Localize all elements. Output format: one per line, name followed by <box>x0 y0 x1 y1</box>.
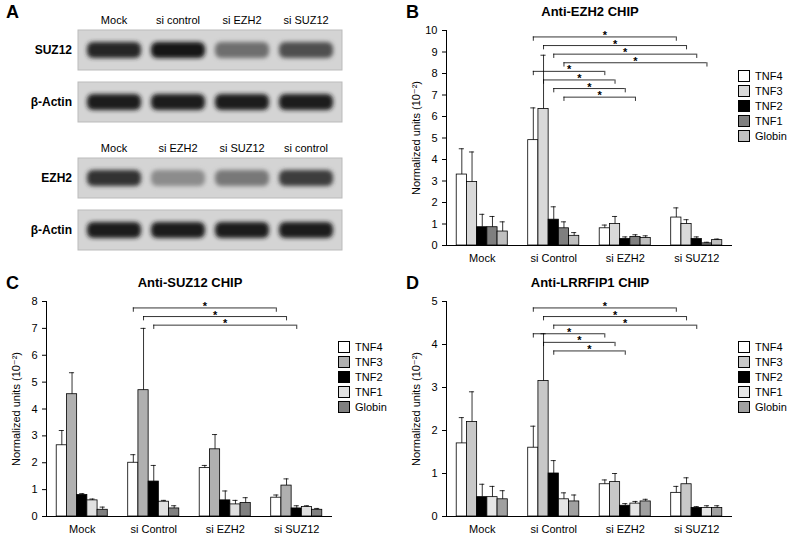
svg-text:7: 7 <box>31 322 37 334</box>
html-text:Anti-EZH2 CHIP: Anti-EZH2 CHIP <box>541 4 639 19</box>
svg-text:10: 10 <box>425 24 437 36</box>
svg-text:si control: si control <box>284 142 328 154</box>
svg-text:5: 5 <box>31 376 37 388</box>
svg-text:2: 2 <box>31 456 37 468</box>
svg-text:*: * <box>567 63 572 75</box>
svg-text:*: * <box>633 55 638 67</box>
svg-text:SUZ12: SUZ12 <box>35 43 73 57</box>
html-text:B: B <box>406 2 419 22</box>
svg-text:*: * <box>623 317 628 329</box>
svg-text:8: 8 <box>431 67 437 79</box>
svg-text:*: * <box>613 309 618 321</box>
svg-text:Normalized units (10⁻²): Normalized units (10⁻²) <box>10 352 22 466</box>
svg-text:*: * <box>613 38 618 50</box>
svg-text:6: 6 <box>31 349 37 361</box>
svg-text:Mock: Mock <box>101 142 128 154</box>
html-text:TNF4: TNF4 <box>355 341 383 353</box>
svg-text:si Control: si Control <box>531 252 577 264</box>
svg-text:*: * <box>623 46 628 58</box>
svg-text:0: 0 <box>431 510 437 522</box>
svg-text:EZH2: EZH2 <box>41 171 72 185</box>
html-text:TNF1: TNF1 <box>355 386 383 398</box>
svg-text:0: 0 <box>431 239 437 251</box>
svg-text:*: * <box>577 334 582 346</box>
svg-text:*: * <box>567 326 572 338</box>
svg-text:β-Actin: β-Actin <box>31 223 72 237</box>
html-text:Anti-SUZ12 CHIP: Anti-SUZ12 CHIP <box>137 275 243 290</box>
svg-text:si SUZ12: si SUZ12 <box>283 14 328 26</box>
svg-text:3: 3 <box>431 381 437 393</box>
svg-text:4: 4 <box>31 403 37 415</box>
svg-text:si Control: si Control <box>131 523 177 535</box>
svg-text:Normalized units (10⁻²): Normalized units (10⁻²) <box>410 352 422 466</box>
svg-text:si EZH2: si EZH2 <box>606 523 645 535</box>
svg-text:*: * <box>213 309 218 321</box>
svg-text:si EZH2: si EZH2 <box>606 252 645 264</box>
svg-text:*: * <box>587 81 592 93</box>
svg-text:6: 6 <box>431 110 437 122</box>
html-text:TNF2: TNF2 <box>355 371 383 383</box>
svg-text:si control: si control <box>156 14 200 26</box>
svg-text:si SUZ12: si SUZ12 <box>274 523 319 535</box>
svg-text:*: * <box>223 317 228 329</box>
svg-text:*: * <box>603 29 608 41</box>
svg-text:7: 7 <box>431 89 437 101</box>
html-text:TNF3: TNF3 <box>755 85 783 97</box>
svg-text:3: 3 <box>431 175 437 187</box>
svg-text:4: 4 <box>431 338 437 350</box>
svg-text:Mock: Mock <box>469 523 496 535</box>
html-text:D: D <box>406 273 419 293</box>
html-text:Globin: Globin <box>355 401 387 413</box>
svg-text:4: 4 <box>431 153 437 165</box>
svg-text:si EZH2: si EZH2 <box>158 142 197 154</box>
svg-text:si SUZ12: si SUZ12 <box>219 142 264 154</box>
html-text:TNF1: TNF1 <box>755 115 783 127</box>
svg-text:si SUZ12: si SUZ12 <box>674 252 719 264</box>
svg-text:1: 1 <box>431 218 437 230</box>
html-text:TNF3: TNF3 <box>355 356 383 368</box>
html-text:TNF4: TNF4 <box>755 70 783 82</box>
svg-text:1: 1 <box>31 483 37 495</box>
svg-text:3: 3 <box>31 429 37 441</box>
svg-text:Mock: Mock <box>101 14 128 26</box>
svg-text:5: 5 <box>431 132 437 144</box>
svg-text:1: 1 <box>431 467 437 479</box>
html-text:TNF4: TNF4 <box>755 341 783 353</box>
html-text:TNF3: TNF3 <box>755 356 783 368</box>
svg-text:Normalized units (10⁻²): Normalized units (10⁻²) <box>410 81 422 195</box>
svg-text:*: * <box>577 72 582 84</box>
svg-text:si EZH2: si EZH2 <box>222 14 261 26</box>
html-text:C: C <box>6 273 19 293</box>
svg-text:Mock: Mock <box>69 523 96 535</box>
svg-text:2: 2 <box>431 196 437 208</box>
svg-text:5: 5 <box>431 295 437 307</box>
html-text:A: A <box>6 2 19 22</box>
svg-text:si SUZ12: si SUZ12 <box>674 523 719 535</box>
svg-text:0: 0 <box>31 510 37 522</box>
html-text:Globin: Globin <box>755 130 787 142</box>
svg-text:*: * <box>598 89 603 101</box>
html-text:Anti-LRRFIP1 CHIP: Anti-LRRFIP1 CHIP <box>530 275 650 290</box>
svg-text:*: * <box>603 300 608 312</box>
svg-text:Mock: Mock <box>469 252 496 264</box>
html-text:TNF2: TNF2 <box>755 371 783 383</box>
svg-text:si Control: si Control <box>531 523 577 535</box>
svg-text:*: * <box>587 343 592 355</box>
svg-text:8: 8 <box>31 295 37 307</box>
svg-text:si EZH2: si EZH2 <box>206 523 245 535</box>
html-text:TNF2: TNF2 <box>755 100 783 112</box>
svg-text:9: 9 <box>431 46 437 58</box>
html-text:TNF1: TNF1 <box>755 386 783 398</box>
svg-text:*: * <box>203 300 208 312</box>
svg-text:β-Actin: β-Actin <box>31 95 72 109</box>
svg-text:2: 2 <box>431 424 437 436</box>
html-text:Globin: Globin <box>755 401 787 413</box>
